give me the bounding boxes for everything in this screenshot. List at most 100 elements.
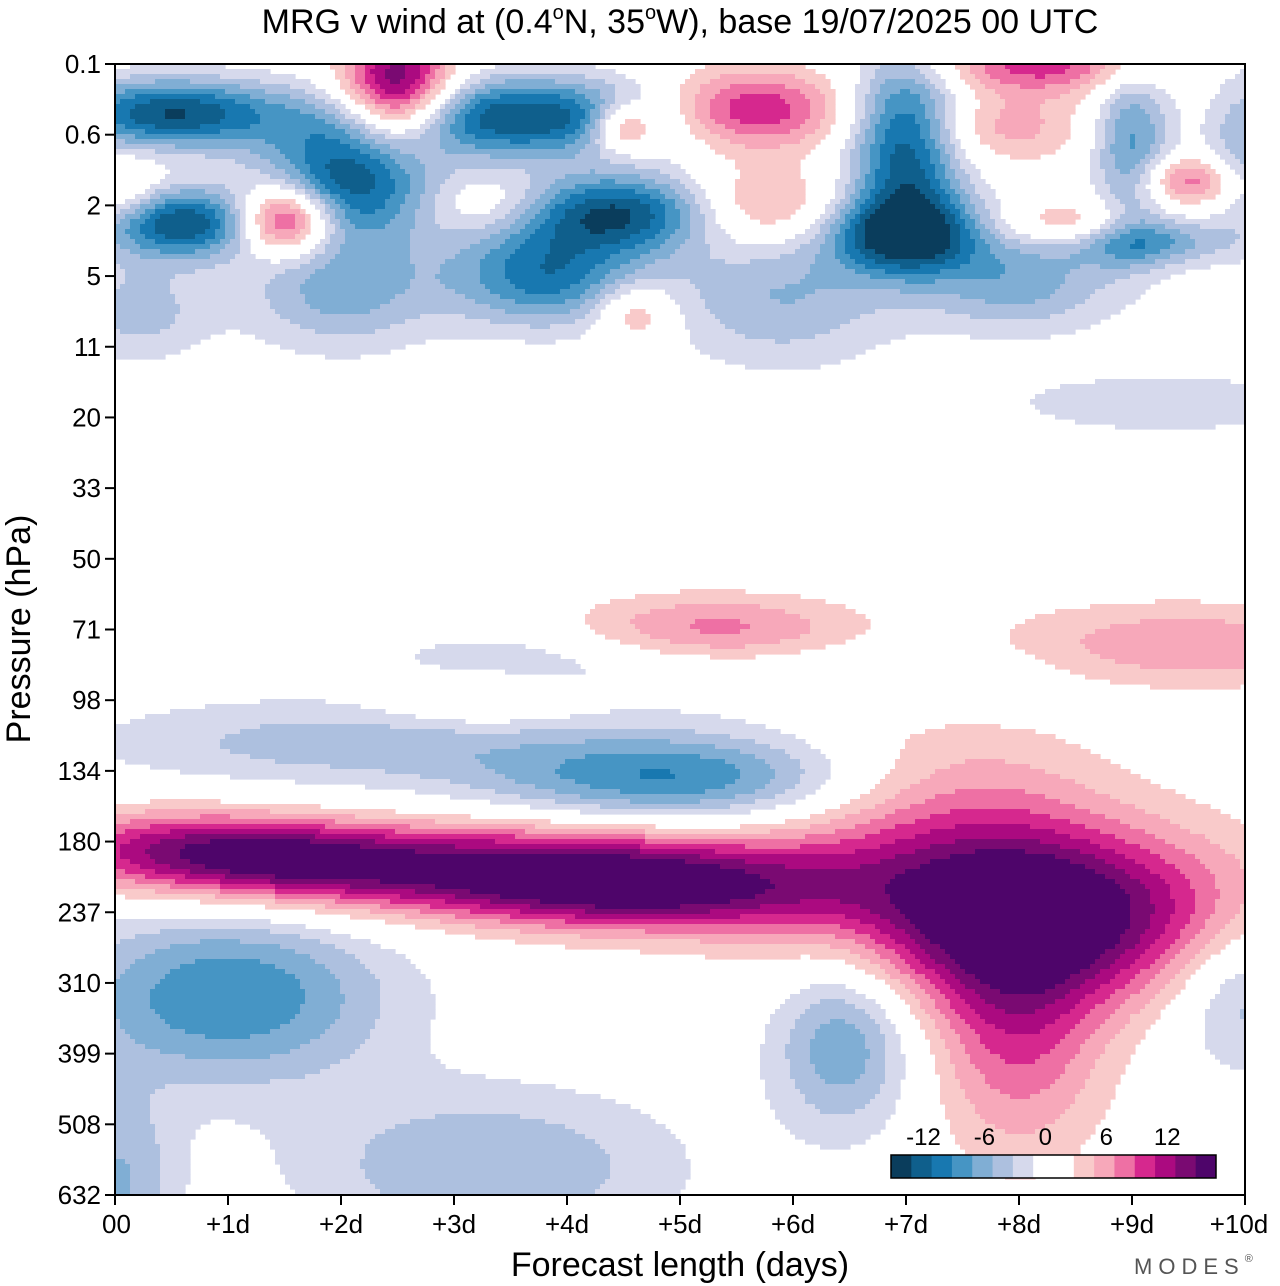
contour-cell [1165, 114, 1181, 120]
contour-cell [145, 874, 186, 880]
contour-cell [365, 164, 386, 170]
contour-cell [845, 234, 856, 240]
contour-cell [380, 979, 431, 985]
contour-cell [585, 189, 636, 195]
contour-cell [400, 894, 456, 900]
contour-cell [310, 259, 331, 265]
contour-cell [265, 1134, 376, 1140]
contour-cell [915, 849, 976, 855]
contour-cell [580, 124, 586, 130]
contour-cell [315, 834, 386, 840]
contour-cell [675, 199, 686, 205]
contour-cell [480, 904, 531, 910]
contour-cell [1105, 199, 1121, 205]
contour-cell [200, 124, 251, 130]
contour-cell [305, 989, 341, 995]
contour-cell [390, 174, 411, 180]
contour-cell [415, 104, 426, 110]
contour-cell [225, 234, 236, 240]
contour-cell [115, 264, 121, 270]
contour-cell [855, 239, 866, 245]
contour-cell [930, 149, 941, 155]
contour-cell [160, 1184, 186, 1190]
contour-cell [960, 214, 971, 220]
contour-cell [975, 89, 996, 95]
contour-cell [865, 219, 946, 225]
contour-cell [1080, 1089, 1116, 1095]
contour-cell [575, 89, 601, 95]
contour-cell [1130, 824, 1181, 830]
contour-cell [295, 189, 306, 195]
contour-cell [420, 74, 426, 80]
contour-cell [485, 109, 571, 115]
contour-cell [925, 144, 936, 150]
contour-cell [935, 174, 946, 180]
contour-cell [875, 94, 891, 100]
contour-cell [975, 219, 981, 225]
contour-cell [510, 139, 531, 145]
contour-cell [665, 204, 676, 210]
contour-cell [785, 789, 816, 795]
contour-cell [980, 134, 1006, 140]
contour-cell [120, 209, 136, 215]
contour-cell [1200, 179, 1211, 185]
contour-cell [1095, 184, 1111, 190]
contour-cell [420, 194, 436, 200]
contour-cell [915, 939, 931, 945]
contour-cell [350, 79, 356, 85]
contour-cell [1005, 759, 1111, 765]
contour-cell [1110, 1014, 1131, 1020]
contour-cell [880, 64, 916, 70]
contour-cell [115, 934, 136, 940]
contour-cell [1005, 244, 1091, 250]
contour-cell [270, 204, 291, 210]
contour-cell [455, 254, 486, 260]
contour-cell [210, 244, 226, 250]
contour-cell [140, 199, 151, 205]
contour-cell [1190, 234, 1241, 240]
contour-cell [825, 204, 836, 210]
contour-cell [870, 189, 881, 195]
contour-cell [885, 1034, 901, 1040]
contour-cell [115, 839, 131, 845]
contour-cell [300, 254, 316, 260]
contour-cell [505, 214, 521, 220]
contour-cell [915, 1014, 931, 1020]
contour-cell [975, 124, 996, 130]
contour-cell [1140, 179, 1151, 185]
contour-cell [905, 929, 921, 935]
contour-cell [220, 884, 276, 890]
contour-cell [425, 169, 456, 175]
contour-cell [1035, 1059, 1071, 1065]
contour-cell [945, 724, 1001, 730]
contour-cell [355, 1049, 431, 1055]
y-tick-label: 310 [58, 968, 101, 998]
contour-cell [1155, 154, 1166, 160]
contour-cell [710, 354, 856, 360]
contour-cell [890, 879, 1116, 885]
contour-cell [145, 234, 166, 240]
contour-cell [290, 94, 316, 100]
contour-cell [425, 164, 636, 170]
contour-cell [1155, 994, 1176, 1000]
contour-cell [265, 239, 301, 245]
x-tick-label: 00 [102, 1209, 131, 1239]
contour-cell [155, 159, 236, 165]
contour-cell [115, 144, 176, 150]
contour-cell [680, 84, 701, 90]
contour-cell [930, 1039, 946, 1045]
contour-cell [1150, 94, 1171, 100]
contour-cell [735, 794, 776, 800]
contour-cell [1145, 949, 1166, 955]
contour-cell [385, 769, 496, 775]
contour-cell [1220, 984, 1245, 990]
contour-cell [1120, 199, 1141, 205]
contour-cell [990, 144, 1061, 150]
contour-cell [330, 259, 411, 265]
contour-cell [1110, 144, 1131, 150]
contour-cell [970, 1099, 1076, 1105]
contour-cell [1045, 119, 1071, 125]
contour-cell [865, 134, 876, 140]
contour-cell [330, 204, 341, 210]
contour-cell [165, 1084, 556, 1090]
